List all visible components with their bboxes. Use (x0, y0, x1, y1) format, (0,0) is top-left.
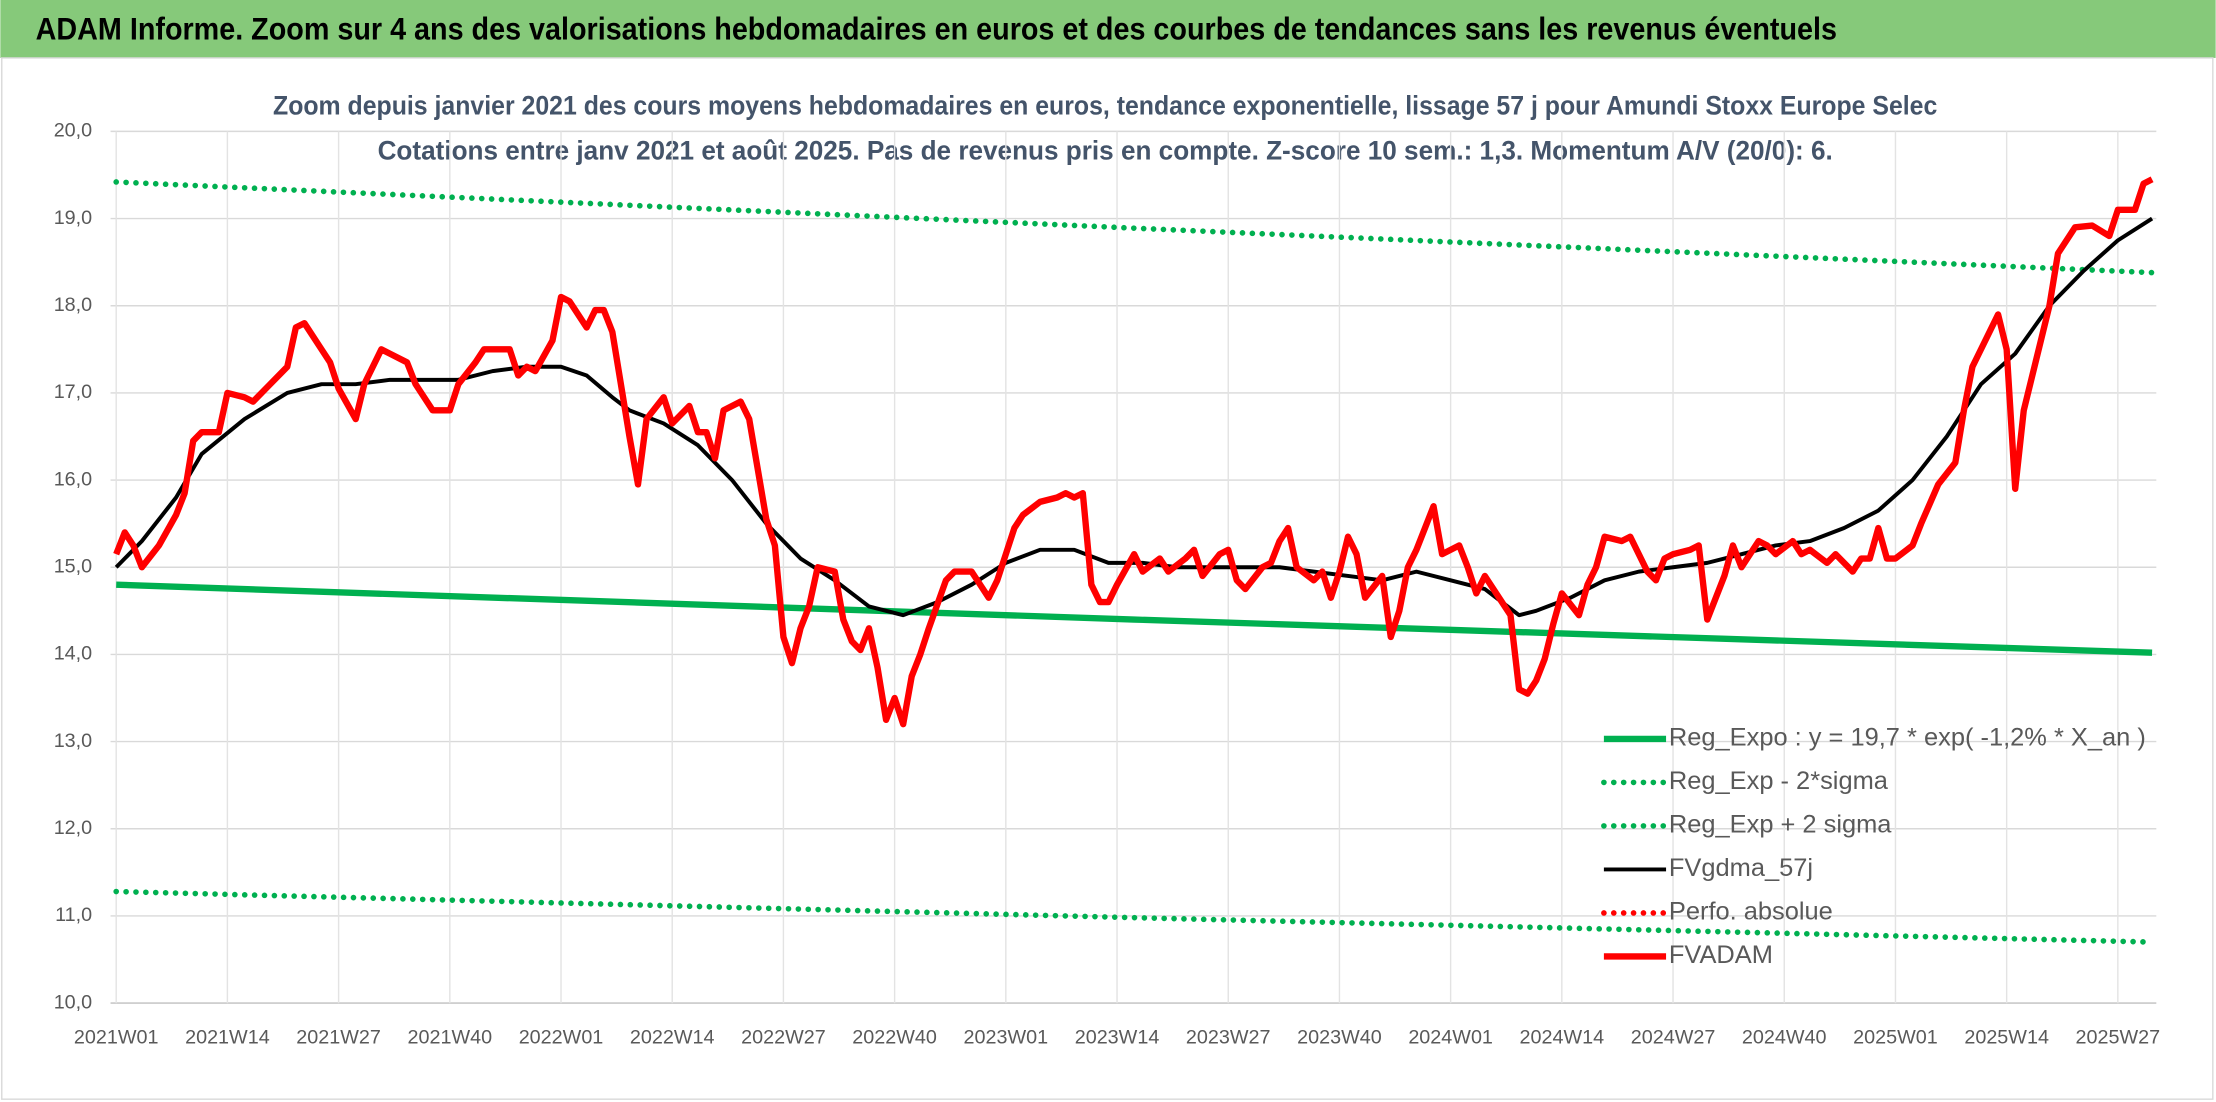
legend-label: Perfo. absolue (1669, 898, 1833, 926)
x-tick-label: 2023W40 (1297, 1027, 1382, 1049)
header-band (0, 0, 2216, 58)
x-tick-label: 2025W14 (1964, 1027, 2049, 1049)
y-tick-label: 14,0 (54, 643, 92, 665)
x-tick-label: 2022W27 (741, 1027, 826, 1049)
chart-frame (1, 57, 2214, 1100)
series-line (113, 176, 2154, 728)
x-tick-label: 2023W14 (1075, 1027, 1160, 1049)
y-tick-label: 10,0 (54, 991, 92, 1013)
y-tick-label: 16,0 (54, 468, 92, 490)
x-tick-label: 2024W27 (1631, 1027, 1716, 1049)
x-tick-label: 2024W01 (1408, 1027, 1493, 1049)
y-tick-label: 13,0 (54, 730, 92, 752)
header-title: ADAM Informe. Zoom sur 4 ans des valoris… (36, 11, 1837, 46)
legend: Reg_Expo : y = 19,7 * exp( -1,2% * X_an … (1601, 724, 2146, 969)
x-tick-label: 2025W01 (1853, 1027, 1938, 1049)
y-tick-label: 11,0 (55, 904, 92, 926)
series-line (113, 179, 2155, 276)
legend-label: Reg_Expo : y = 19,7 * exp( -1,2% * X_an … (1669, 724, 2146, 752)
series-line (114, 216, 2154, 618)
y-tick-label: 15,0 (54, 555, 92, 577)
x-tick-label: 2023W01 (964, 1027, 1049, 1049)
x-tick-label: 2025W27 (2076, 1027, 2161, 1049)
series-line (113, 888, 2155, 945)
legend-label: FVgdma_57j (1669, 854, 1813, 882)
x-tick-label: 2023W27 (1186, 1027, 1271, 1049)
y-tick-label: 12,0 (54, 817, 92, 839)
x-tick-label: 2021W14 (185, 1027, 270, 1049)
x-tick-label: 2021W27 (296, 1027, 381, 1049)
x-tick-label: 2021W40 (407, 1027, 492, 1049)
y-tick-label: 19,0 (54, 207, 92, 229)
x-tick-label: 2022W40 (852, 1027, 937, 1049)
x-tick-label: 2024W40 (1742, 1027, 1827, 1049)
plot-lines (113, 176, 2155, 945)
y-tick-label: 18,0 (54, 294, 92, 316)
x-tick-label: 2021W01 (74, 1027, 159, 1049)
x-tick-label: 2022W01 (519, 1027, 604, 1049)
x-tick-label: 2024W14 (1520, 1027, 1605, 1049)
legend-label: FVADAM (1669, 941, 1773, 969)
subtitle-line: Zoom depuis janvier 2021 des cours moyen… (273, 90, 1937, 120)
y-tick-label: 20,0 (54, 120, 92, 142)
subtitle-line: Cotations entre janv 2021 et août 2025. … (378, 136, 1833, 166)
series-line (116, 581, 2153, 656)
x-tick-label: 2022W14 (630, 1027, 715, 1049)
y-tick-label: 17,0 (54, 381, 92, 403)
legend-label: Reg_Exp - 2*sigma (1669, 767, 1889, 795)
legend-label: Reg_Exp + 2 sigma (1669, 811, 1892, 839)
